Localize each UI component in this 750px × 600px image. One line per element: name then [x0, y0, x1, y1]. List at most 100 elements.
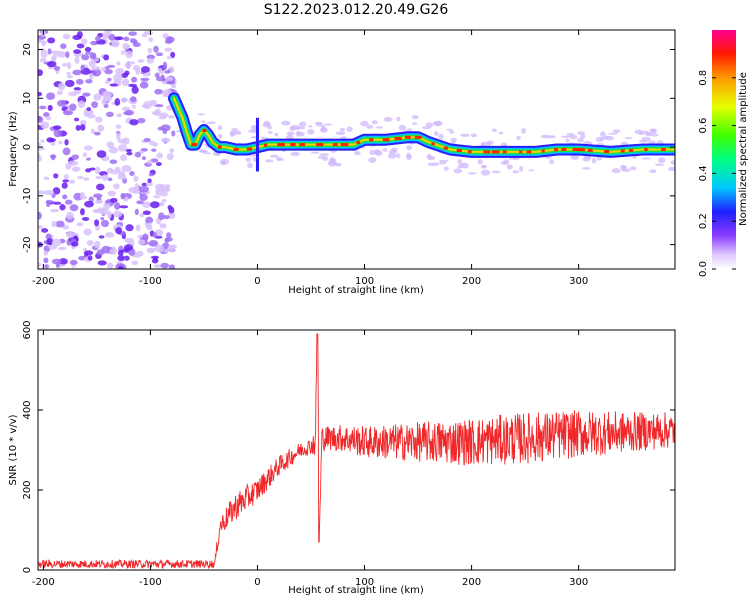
ridge-halo-speck [375, 150, 383, 157]
noise-speck [104, 80, 110, 84]
ridge-halo-speck [460, 133, 470, 137]
noise-speck [90, 128, 96, 134]
snr-x-tick-label: 200 [462, 577, 481, 588]
noise-speck [58, 246, 67, 251]
noise-speck [100, 219, 110, 228]
noise-speck [121, 78, 130, 87]
ridge-halo-speck [491, 170, 501, 174]
noise-speck [58, 258, 68, 265]
ridge-halo-speck [323, 123, 333, 126]
noise-speck [139, 185, 150, 193]
ridge-halo-speck [608, 132, 618, 135]
ridge-peak-mark [290, 143, 296, 147]
noise-speck [76, 31, 83, 39]
snr-panel: -200 -100 0 100 200 300 0 200 400 600 Height of … [8, 320, 676, 596]
noise-speck [142, 201, 152, 209]
ridge-halo-speck [327, 160, 337, 167]
noise-speck [104, 232, 115, 238]
noise-speck [153, 195, 161, 199]
noise-speck [168, 264, 175, 269]
noise-speck [154, 72, 160, 78]
noise-speck [139, 212, 145, 218]
noise-speck [69, 103, 77, 111]
spectrogram-content [38, 30, 675, 269]
ridge-halo-speck [229, 131, 235, 137]
ridge-peak-mark [246, 147, 252, 151]
noise-speck [169, 148, 175, 154]
colorbar-label: Normalized spectral amplitude [738, 72, 749, 226]
noise-speck [40, 121, 50, 129]
noise-speck [95, 175, 102, 180]
noise-speck [50, 208, 60, 213]
noise-speck [164, 47, 172, 52]
noise-speck [162, 128, 168, 135]
ridge-halo-speck [276, 156, 283, 161]
noise-speck [53, 173, 59, 179]
noise-speck [156, 152, 163, 159]
noise-speck [114, 166, 121, 172]
ridge-halo-speck [307, 125, 313, 128]
ridge-halo-speck [443, 166, 449, 171]
ridge-halo-speck [516, 135, 521, 141]
ridge-halo-speck [438, 159, 449, 163]
ridge-halo-speck [565, 138, 570, 143]
noise-speck [38, 190, 47, 195]
ridge-halo-speck [506, 164, 513, 170]
snr-y-tick-label: 600 [22, 320, 33, 339]
ridge-halo-speck [480, 169, 491, 176]
snr-y-ticks: 0 200 400 600 [22, 320, 675, 573]
spectrogram-x-tick-label: 100 [355, 276, 374, 287]
ridge-peak-mark [620, 149, 625, 153]
ridge-halo-speck [453, 168, 463, 174]
ridge-peak-mark [394, 137, 402, 141]
noise-speck [135, 68, 141, 75]
noise-speck [83, 177, 90, 181]
ridge-halo-speck [206, 121, 217, 125]
spectrogram-y-tick-label: -20 [22, 236, 33, 252]
noise-speck [140, 148, 148, 152]
spectrogram-x-tick-label: -100 [139, 276, 162, 287]
ridge-halo-speck [320, 124, 326, 129]
noise-speck [120, 97, 129, 103]
ridge-halo-speck [296, 133, 305, 137]
noise-speck [162, 61, 168, 70]
ridge-peak-mark [299, 143, 305, 147]
ridge-halo-speck [335, 162, 342, 167]
noise-speck [171, 84, 177, 89]
noise-speck [95, 183, 105, 191]
ridge-peak-mark [561, 148, 567, 151]
noise-speck [101, 98, 107, 106]
noise-speck [84, 46, 92, 52]
ridge-halo-speck [624, 137, 633, 140]
noise-speck [147, 160, 153, 165]
ridge-halo-speck [457, 159, 463, 165]
ridge-peak-mark [526, 150, 532, 154]
noise-speck [50, 154, 56, 161]
ridge-peak-mark [644, 148, 648, 151]
noise-speck [115, 68, 125, 75]
noise-speck [66, 61, 72, 70]
noise-speck [45, 200, 55, 204]
ridge-halo-speck [262, 123, 272, 128]
noise-speck [73, 49, 82, 54]
ridge-peak-mark [431, 142, 435, 146]
noise-speck [63, 174, 69, 180]
noise-speck [38, 69, 43, 77]
noise-speck [165, 185, 171, 192]
noise-speck [82, 152, 88, 158]
ridge-halo-speck [431, 162, 440, 167]
snr-y-tick-label: 200 [22, 480, 33, 499]
noise-speck [143, 138, 151, 142]
ridge-halo-speck [491, 128, 498, 133]
noise-speck [160, 201, 165, 207]
spectrogram-x-ticks: -200 -100 0 100 200 300 [32, 30, 588, 287]
noise-speck [155, 187, 160, 196]
noise-speck [96, 150, 107, 158]
noise-speck [48, 138, 56, 142]
noise-speck [151, 148, 157, 152]
noise-speck [94, 219, 100, 227]
ridge-halo-speck [267, 130, 273, 134]
noise-speck [146, 248, 155, 254]
noise-speck [131, 76, 138, 83]
ridge-halo-speck [406, 145, 412, 151]
